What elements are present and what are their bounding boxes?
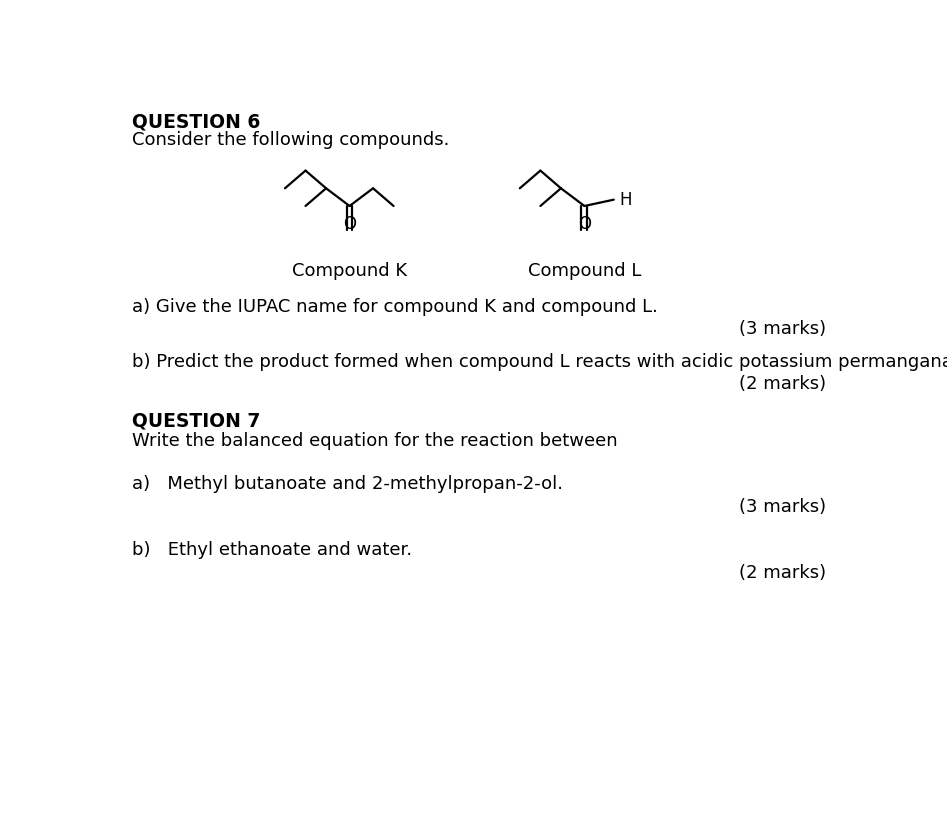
Text: Compound K: Compound K — [292, 262, 407, 280]
Text: (2 marks): (2 marks) — [740, 375, 827, 393]
Text: QUESTION 7: QUESTION 7 — [132, 411, 260, 430]
Text: Compound L: Compound L — [527, 262, 641, 280]
Text: (3 marks): (3 marks) — [740, 319, 827, 337]
Text: QUESTION 6: QUESTION 6 — [132, 112, 260, 131]
Text: (3 marks): (3 marks) — [740, 498, 827, 516]
Text: b)   Ethyl ethanoate and water.: b) Ethyl ethanoate and water. — [132, 541, 412, 559]
Text: Write the balanced equation for the reaction between: Write the balanced equation for the reac… — [132, 433, 617, 450]
Text: a) Give the IUPAC name for compound K and compound L.: a) Give the IUPAC name for compound K an… — [132, 298, 657, 315]
Text: H: H — [619, 190, 633, 209]
Text: O: O — [343, 215, 356, 233]
Text: a)   Methyl butanoate and 2-methylpropan-2-ol.: a) Methyl butanoate and 2-methylpropan-2… — [132, 475, 563, 493]
Text: O: O — [578, 215, 591, 233]
Text: Consider the following compounds.: Consider the following compounds. — [132, 131, 449, 149]
Text: b) Predict the product formed when compound L reacts with acidic potassium perma: b) Predict the product formed when compo… — [132, 353, 947, 371]
Text: (2 marks): (2 marks) — [740, 564, 827, 582]
